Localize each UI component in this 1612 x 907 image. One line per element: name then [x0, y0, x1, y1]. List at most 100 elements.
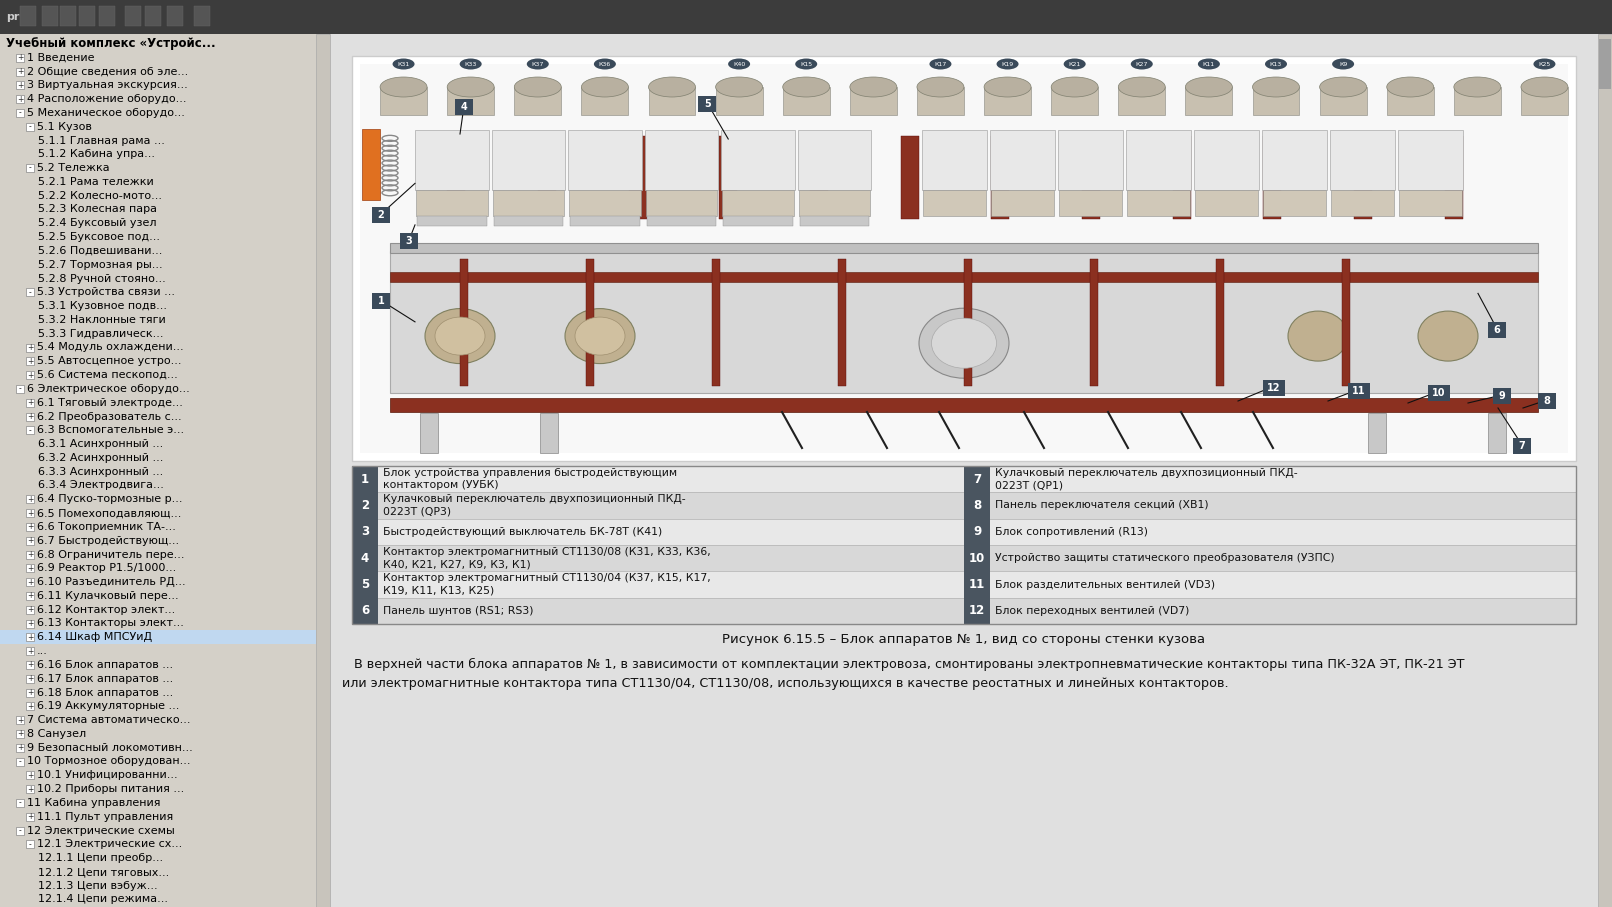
Text: В верхней части блока аппаратов № 1, в зависимости от комплектации электровоза, : В верхней части блока аппаратов № 1, в з…	[342, 658, 1464, 690]
Text: 12.1.3 Цепи вэбуж...: 12.1.3 Цепи вэбуж...	[39, 881, 158, 891]
Text: Блок сопротивлений (R13): Блок сопротивлений (R13)	[995, 527, 1148, 537]
Text: +: +	[27, 785, 34, 794]
Bar	[26, 371, 34, 379]
Text: Кулачковый переключатель двухпозиционный ПКД-
0223Т (QP3): Кулачковый переключатель двухпозиционный…	[384, 494, 685, 517]
Bar	[26, 619, 34, 628]
Bar	[1090, 258, 1098, 386]
Bar	[964, 571, 990, 598]
Text: 11: 11	[1352, 386, 1365, 396]
Text: К13: К13	[1270, 62, 1282, 66]
Bar	[26, 509, 34, 517]
Ellipse shape	[930, 58, 951, 70]
Text: -: -	[19, 798, 21, 807]
Bar	[724, 216, 793, 226]
Text: 5.1.1 Главная рама ...: 5.1.1 Главная рама ...	[39, 135, 164, 145]
Bar	[901, 136, 919, 219]
Text: Блок устройства управления быстродействующим
контактором (УУБК): Блок устройства управления быстродейству…	[384, 468, 677, 491]
Text: Контактор электромагнитный СТ1130/08 (К31, К33, К36,
К40, К21, К27, К9, К3, К1): Контактор электромагнитный СТ1130/08 (К3…	[384, 547, 711, 570]
Text: 7: 7	[1519, 441, 1525, 451]
Bar	[359, 64, 1568, 453]
Text: К9: К9	[1340, 62, 1348, 66]
Text: +: +	[27, 536, 34, 545]
Bar	[648, 87, 695, 115]
Bar	[26, 702, 34, 710]
Bar	[1369, 413, 1386, 453]
Text: +: +	[16, 743, 23, 752]
Bar	[964, 493, 1577, 519]
Text: 6.19 Аккумуляторные ...: 6.19 Аккумуляторные ...	[37, 701, 179, 711]
Bar	[1262, 380, 1285, 396]
Bar	[838, 258, 846, 386]
Bar	[351, 545, 964, 571]
Ellipse shape	[1419, 311, 1478, 361]
Text: 12: 12	[969, 604, 985, 618]
Bar	[16, 95, 24, 103]
Bar	[1597, 34, 1612, 907]
Bar	[1343, 258, 1349, 386]
Text: -: -	[29, 122, 31, 132]
Bar	[459, 258, 467, 386]
Bar	[390, 250, 1538, 393]
Text: Блок переходных вентилей (VD7): Блок переходных вентилей (VD7)	[995, 606, 1190, 616]
Text: 5 Механическое оборудо...: 5 Механическое оборудо...	[27, 108, 185, 118]
Bar	[363, 129, 380, 200]
Bar	[964, 598, 990, 624]
Bar	[16, 730, 24, 738]
Text: +: +	[27, 356, 34, 366]
Ellipse shape	[648, 77, 695, 97]
Text: 6.7 Быстродействующ...: 6.7 Быстродействующ...	[37, 536, 179, 546]
Bar	[351, 598, 377, 624]
Ellipse shape	[1119, 77, 1165, 97]
Text: 6.8 Ограничитель пере...: 6.8 Ограничитель пере...	[37, 550, 184, 560]
Text: 6.12 Контактор элект...: 6.12 Контактор элект...	[37, 605, 176, 615]
Text: -: -	[19, 826, 21, 835]
Bar	[16, 757, 24, 766]
Ellipse shape	[514, 77, 561, 97]
Bar	[98, 6, 114, 26]
Bar	[351, 519, 377, 545]
Text: +: +	[27, 522, 34, 532]
Bar	[922, 130, 987, 190]
Text: 8 Санузел: 8 Санузел	[27, 729, 85, 739]
Bar	[0, 630, 316, 644]
Ellipse shape	[527, 58, 548, 70]
Ellipse shape	[1265, 58, 1286, 70]
Bar	[1488, 322, 1506, 338]
Ellipse shape	[1533, 58, 1556, 70]
Text: 2: 2	[377, 210, 384, 220]
Bar	[26, 164, 34, 172]
Text: +: +	[16, 54, 23, 63]
Text: 6.3.2 Асинхронный ...: 6.3.2 Асинхронный ...	[39, 453, 163, 463]
Ellipse shape	[459, 58, 482, 70]
Text: 6 Электрическое оборудо...: 6 Электрическое оборудо...	[27, 384, 190, 394]
Bar	[26, 399, 34, 406]
Ellipse shape	[1051, 77, 1098, 97]
Bar	[351, 571, 964, 598]
Text: 6.10 Разъединитель РД...: 6.10 Разъединитель РД...	[37, 577, 185, 587]
Text: 6.18 Блок аппаратов ...: 6.18 Блок аппаратов ...	[37, 688, 172, 697]
Bar	[964, 545, 990, 571]
Bar	[1172, 136, 1191, 219]
Text: Учебный комплекс «Устройс...: Учебный комплекс «Устройс...	[6, 37, 216, 51]
Text: -: -	[29, 840, 31, 849]
Ellipse shape	[795, 58, 817, 70]
Text: +: +	[27, 578, 34, 587]
Bar	[16, 67, 24, 75]
Text: 9 Безопасный локомотивн...: 9 Безопасный локомотивн...	[27, 743, 193, 753]
Bar	[964, 466, 990, 493]
Bar	[800, 216, 869, 226]
Text: +: +	[27, 343, 34, 352]
Bar	[721, 130, 795, 190]
Bar	[964, 258, 972, 386]
Text: К37: К37	[532, 62, 543, 66]
Bar	[316, 34, 330, 907]
Ellipse shape	[1185, 77, 1233, 97]
Text: 1: 1	[361, 473, 369, 485]
Text: К27: К27	[1135, 62, 1148, 66]
Bar	[26, 344, 34, 352]
Text: 5.3 Устройства связи ...: 5.3 Устройства связи ...	[37, 288, 176, 297]
Bar	[1493, 388, 1510, 404]
Text: 2: 2	[361, 499, 369, 512]
Text: К15: К15	[800, 62, 812, 66]
Bar	[1051, 87, 1098, 115]
